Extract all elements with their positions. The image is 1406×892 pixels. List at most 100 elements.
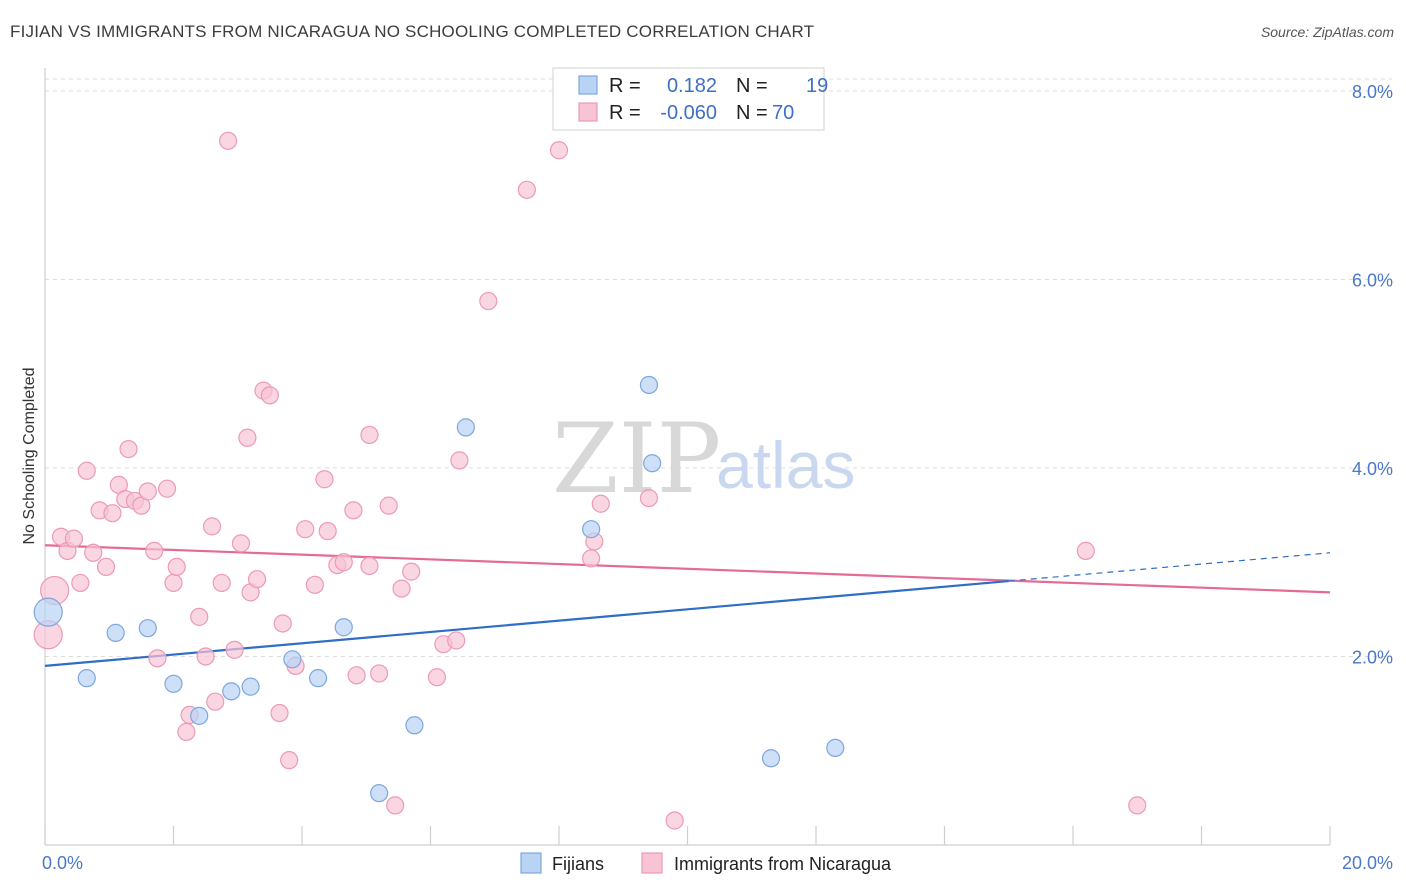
legend-n-label: N = bbox=[736, 75, 768, 97]
data-point-nicaragua bbox=[379, 496, 398, 515]
data-point-nicaragua bbox=[231, 534, 251, 553]
x-tick-label: 0.0% bbox=[42, 853, 83, 873]
data-point-nicaragua bbox=[334, 553, 353, 572]
data-point-fijians bbox=[456, 418, 475, 437]
data-point-nicaragua bbox=[164, 573, 183, 593]
legend-n-label: N = bbox=[736, 102, 768, 124]
data-point-fijians bbox=[283, 650, 302, 669]
data-point-fijians bbox=[370, 784, 389, 803]
x-tick-label: 20.0% bbox=[1342, 853, 1393, 873]
data-point-nicaragua bbox=[177, 722, 196, 741]
data-point-nicaragua bbox=[344, 501, 363, 520]
y-tick-label: 8.0% bbox=[1352, 82, 1393, 102]
data-point-nicaragua bbox=[479, 291, 498, 311]
data-point-nicaragua bbox=[77, 461, 96, 480]
data-point-nicaragua bbox=[103, 504, 122, 523]
trend-line-nicaragua bbox=[44, 544, 1331, 594]
y-tick-label: 4.0% bbox=[1352, 459, 1393, 479]
legend-swatch-nicaragua bbox=[641, 852, 663, 874]
axes bbox=[44, 68, 1331, 846]
legend-swatch-nicaragua bbox=[578, 102, 598, 122]
chart-title: FIJIAN VS IMMIGRANTS FROM NICARAGUA NO S… bbox=[10, 22, 815, 41]
data-point-nicaragua bbox=[447, 631, 466, 650]
legend-label-fijians: Fijians bbox=[552, 854, 604, 874]
trend-line-fijians-extension bbox=[1008, 552, 1331, 582]
chart-source: Source: ZipAtlas.com bbox=[1260, 24, 1394, 40]
y-axis-title: No Schooling Completed bbox=[21, 368, 38, 545]
data-point-nicaragua bbox=[190, 607, 209, 626]
legend-swatch-fijians bbox=[520, 852, 542, 874]
watermark: ZIP atlas bbox=[552, 403, 855, 515]
data-point-nicaragua bbox=[318, 521, 337, 541]
data-point-nicaragua bbox=[71, 573, 90, 593]
data-point-fijians bbox=[826, 738, 845, 758]
data-point-nicaragua bbox=[138, 482, 157, 501]
data-point-nicaragua bbox=[145, 541, 164, 560]
data-point-fijians bbox=[190, 706, 209, 725]
data-point-nicaragua bbox=[591, 494, 610, 513]
data-point-fijians bbox=[164, 674, 183, 693]
data-point-nicaragua bbox=[196, 647, 215, 666]
data-point-nicaragua bbox=[260, 386, 279, 405]
y-tick-label: 2.0% bbox=[1352, 647, 1393, 667]
legend-box bbox=[552, 67, 825, 131]
x-tick-labels: 0.0% 20.0% bbox=[42, 853, 1393, 873]
legend-r-value: -0.060 bbox=[660, 102, 717, 124]
data-point-fijians bbox=[106, 623, 125, 642]
legend-r-value: 0.182 bbox=[667, 75, 717, 97]
data-point-nicaragua bbox=[273, 614, 292, 633]
data-point-nicaragua bbox=[202, 517, 222, 536]
y-tick-labels: 2.0% 4.0% 6.0% 8.0% bbox=[1352, 82, 1393, 668]
data-point-fijians bbox=[77, 669, 96, 688]
data-point-fijians bbox=[308, 669, 328, 688]
data-point-nicaragua bbox=[360, 556, 379, 576]
data-point-fijians bbox=[334, 618, 353, 637]
data-point-nicaragua bbox=[386, 796, 405, 815]
data-point-nicaragua bbox=[225, 640, 244, 659]
data-points bbox=[33, 131, 1147, 830]
data-point-nicaragua bbox=[360, 425, 379, 445]
data-point-nicaragua bbox=[280, 751, 299, 770]
data-point-nicaragua bbox=[64, 529, 84, 548]
data-point-nicaragua bbox=[517, 180, 536, 199]
watermark-zip: ZIP bbox=[552, 403, 721, 515]
data-point-nicaragua bbox=[305, 575, 324, 594]
data-point-nicaragua bbox=[347, 666, 366, 685]
data-point-nicaragua bbox=[450, 451, 469, 470]
data-point-fijians bbox=[222, 682, 241, 701]
trend-line-fijians bbox=[44, 579, 1009, 667]
data-point-nicaragua bbox=[84, 543, 103, 562]
data-point-fijians bbox=[643, 454, 662, 473]
legend-swatch-fijians bbox=[578, 75, 598, 95]
data-point-nicaragua bbox=[370, 664, 389, 683]
data-point-nicaragua bbox=[212, 573, 231, 593]
data-point-fijians bbox=[241, 677, 260, 696]
legend-label-nicaragua: Immigrants from Nicaragua bbox=[674, 854, 892, 874]
data-point-nicaragua bbox=[238, 428, 257, 447]
data-point-nicaragua bbox=[157, 479, 177, 498]
data-point-nicaragua bbox=[402, 562, 421, 581]
data-point-fijians bbox=[138, 619, 157, 638]
data-point-nicaragua bbox=[427, 668, 447, 687]
legend-r-label: R = bbox=[609, 75, 641, 97]
data-point-nicaragua bbox=[296, 520, 315, 539]
watermark-atlas: atlas bbox=[716, 428, 855, 502]
data-point-nicaragua bbox=[1128, 796, 1147, 815]
data-point-fijians bbox=[33, 597, 63, 627]
data-point-fijians bbox=[405, 716, 424, 735]
data-point-nicaragua bbox=[206, 692, 225, 711]
data-point-nicaragua bbox=[582, 549, 601, 568]
data-point-fijians bbox=[639, 375, 659, 395]
data-point-fijians bbox=[582, 520, 601, 539]
data-point-nicaragua bbox=[148, 649, 167, 668]
data-point-nicaragua bbox=[549, 141, 569, 160]
data-point-nicaragua bbox=[639, 488, 659, 508]
data-point-nicaragua bbox=[219, 131, 238, 150]
series-legend: Fijians Immigrants from Nicaragua bbox=[520, 852, 892, 874]
data-point-nicaragua bbox=[392, 579, 411, 598]
data-point-nicaragua bbox=[1076, 541, 1095, 560]
data-point-nicaragua bbox=[270, 703, 289, 723]
correlation-legend: R = 0.182 N = 19 R = -0.060 N = 70 bbox=[552, 67, 828, 131]
data-point-nicaragua bbox=[315, 470, 334, 489]
